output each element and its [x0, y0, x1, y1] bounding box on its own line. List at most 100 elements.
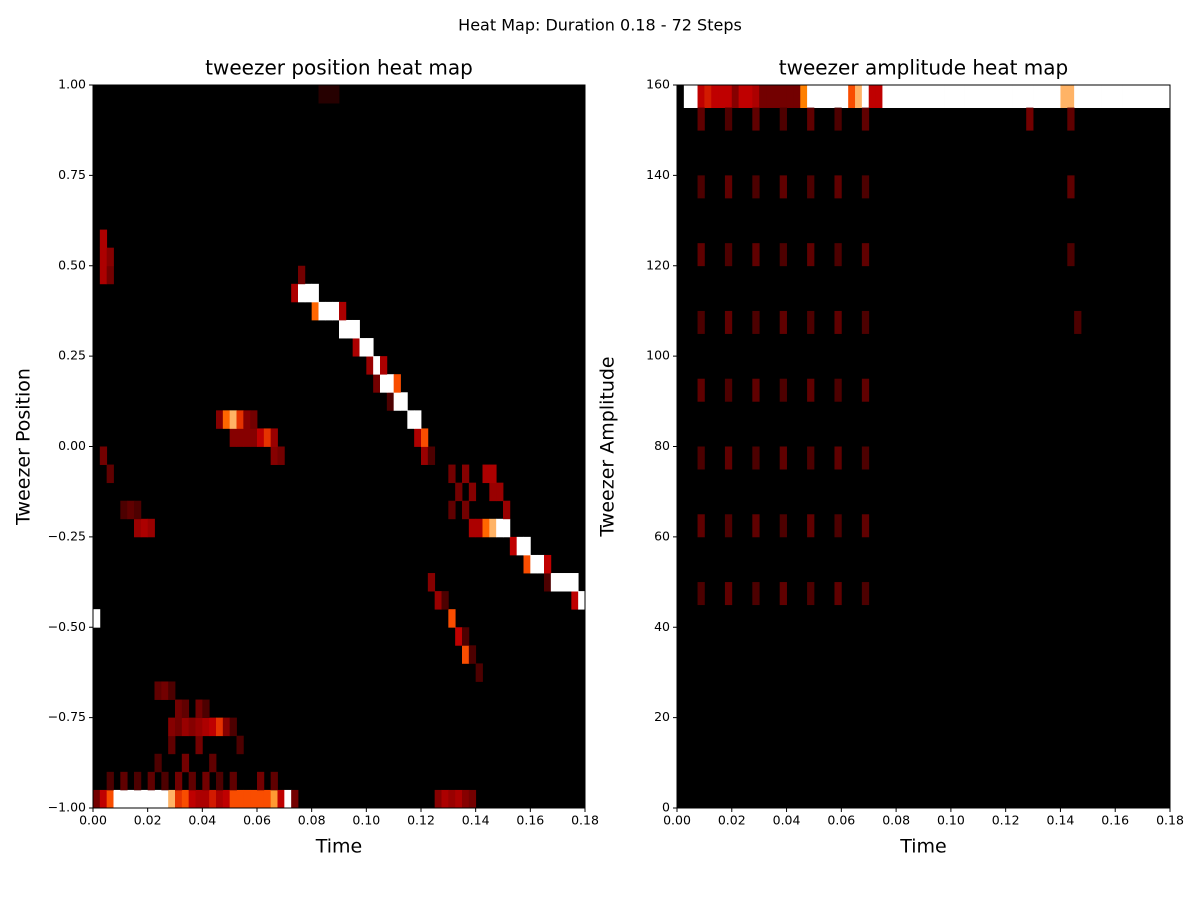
heat-cell	[318, 85, 326, 104]
heat-cell	[724, 85, 733, 108]
heat-cell	[724, 310, 733, 334]
y-tick-label: 120	[646, 257, 670, 272]
heat-cell	[786, 85, 794, 108]
heat-cell	[448, 464, 456, 484]
heat-cell	[779, 378, 787, 402]
heat-cell	[1074, 310, 1082, 334]
heat-cell	[875, 85, 883, 108]
heat-cell	[216, 717, 224, 737]
heat-cell	[263, 789, 272, 809]
heat-cell	[950, 85, 959, 108]
heat-cell	[168, 717, 176, 737]
y-axis-label: Tweezer Position	[13, 368, 35, 526]
heat-cell	[325, 85, 333, 104]
heat-cell	[113, 789, 121, 809]
heat-cell	[834, 243, 842, 267]
heat-cell	[99, 229, 108, 249]
heat-cell	[448, 500, 456, 520]
heat-cell	[229, 428, 237, 447]
heat-cell	[834, 85, 842, 108]
heat-cell	[243, 410, 251, 429]
heat-cell	[229, 717, 237, 737]
heat-cell	[434, 591, 442, 610]
heat-cell	[1060, 85, 1068, 108]
heat-cell	[414, 410, 422, 429]
heat-cell	[1135, 85, 1144, 108]
heat-cell	[236, 789, 244, 809]
heat-cell	[523, 536, 531, 556]
heat-cell	[455, 789, 463, 809]
heat-cell	[834, 582, 842, 606]
heat-cell	[752, 175, 760, 199]
heat-cell	[202, 717, 210, 737]
heat-cell	[909, 85, 918, 108]
heat-cell	[147, 518, 155, 538]
heat-cell	[766, 85, 774, 108]
y-tick-label: 100	[646, 348, 670, 363]
heat-cell	[1053, 85, 1061, 108]
heat-cell	[882, 85, 890, 108]
heat-cell	[807, 378, 815, 402]
heat-cell	[175, 789, 183, 809]
heat-cell	[393, 374, 401, 393]
heat-cell	[902, 85, 911, 108]
heat-cell	[441, 789, 449, 809]
heat-cell	[759, 85, 767, 108]
heat-cell	[496, 482, 504, 502]
heat-cell	[311, 283, 319, 303]
heat-cell	[154, 681, 162, 700]
heat-cell	[455, 627, 463, 646]
heat-cell	[441, 591, 449, 610]
heat-cell	[752, 243, 760, 267]
heat-cell	[222, 410, 231, 429]
heat-cell	[216, 410, 224, 429]
heat-cell	[298, 265, 306, 285]
y-tick-label: 160	[646, 77, 670, 92]
heat-cell	[475, 663, 483, 682]
x-tick-label: 0.00	[663, 813, 691, 828]
heat-cell	[807, 243, 815, 267]
y-axis-label: Tweezer Amplitude	[597, 356, 619, 537]
heat-cell	[154, 753, 162, 773]
heat-cell	[834, 378, 842, 402]
heat-cell	[250, 428, 258, 447]
heat-cell	[373, 374, 381, 393]
heat-cell	[855, 85, 863, 108]
heat-cell	[270, 446, 278, 465]
heat-cell	[889, 85, 897, 108]
heat-cell	[779, 310, 787, 334]
figure-title: Heat Map: Duration 0.18 - 72 Steps	[458, 16, 742, 35]
heat-cell	[468, 482, 477, 502]
heat-cell	[181, 753, 190, 773]
heat-cell	[1156, 85, 1164, 108]
heat-cell	[475, 518, 483, 538]
x-tick-label: 0.02	[718, 813, 746, 828]
heat-cell	[147, 789, 155, 809]
x-tick-label: 0.04	[188, 813, 216, 828]
heat-cell	[277, 446, 285, 465]
heat-cell	[503, 518, 511, 538]
heat-cell	[462, 789, 470, 809]
heat-cell	[861, 107, 870, 131]
heat-cell	[140, 789, 149, 809]
x-tick-label: 0.02	[134, 813, 162, 828]
axes-title: tweezer amplitude heat map	[779, 56, 1068, 80]
heat-cell	[861, 243, 870, 267]
heat-cell	[161, 681, 169, 700]
y-tick-label: 80	[654, 438, 670, 453]
heat-cell	[834, 514, 842, 538]
heat-cell	[161, 789, 169, 809]
heat-cell	[298, 283, 306, 303]
heat-cell	[752, 85, 760, 108]
heat-cell	[195, 789, 203, 809]
x-tick-label: 0.06	[827, 813, 855, 828]
heat-cell	[448, 789, 456, 809]
heat-cell	[1033, 85, 1041, 108]
heat-cell	[697, 85, 705, 108]
heat-cell	[99, 247, 108, 267]
heat-cell	[291, 283, 299, 303]
heat-cell	[106, 265, 114, 285]
y-tick-label: 40	[654, 619, 670, 634]
heat-cell	[332, 301, 340, 321]
heat-cell	[834, 310, 842, 334]
